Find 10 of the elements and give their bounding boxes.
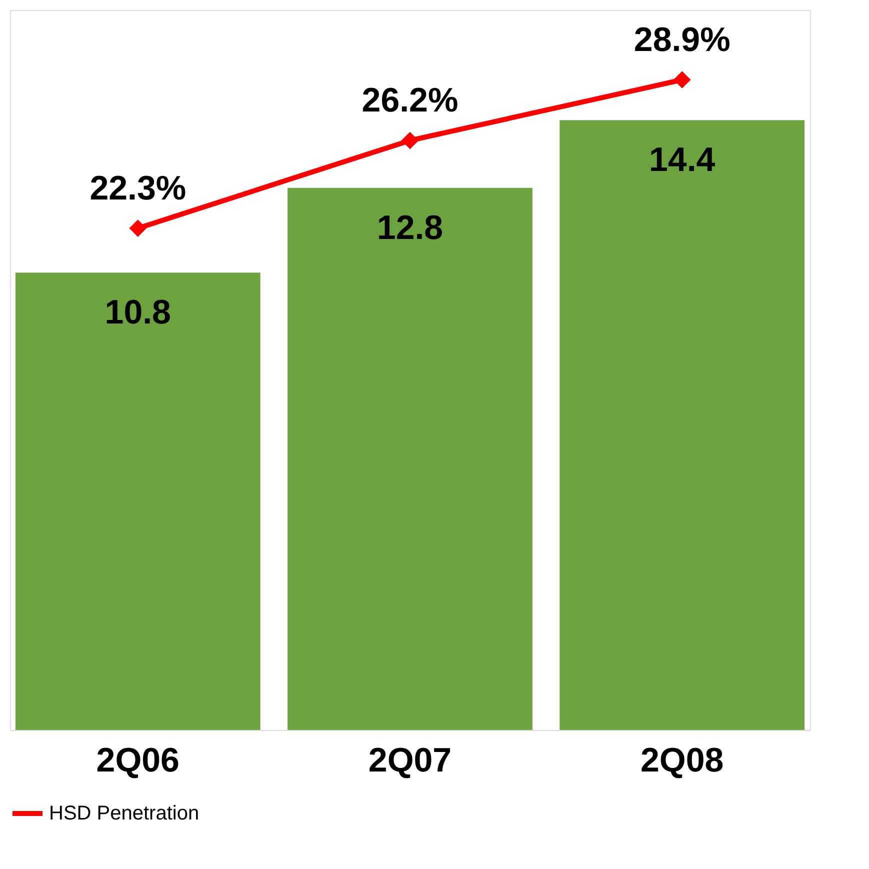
data-label: 26.2% [362,82,458,120]
data-label: 10.8 [104,294,171,332]
x-tick-label: 2Q08 [640,742,724,780]
data-label: 28.9% [634,20,730,59]
x-tick-label: 2Q06 [96,742,180,780]
data-label: 12.8 [376,208,444,247]
legend-label: HSD Penetration [49,802,200,824]
data-label: 22.3% [90,169,186,208]
data-label: 14.4 [649,141,716,180]
x-tick-label: 2Q07 [368,742,452,780]
